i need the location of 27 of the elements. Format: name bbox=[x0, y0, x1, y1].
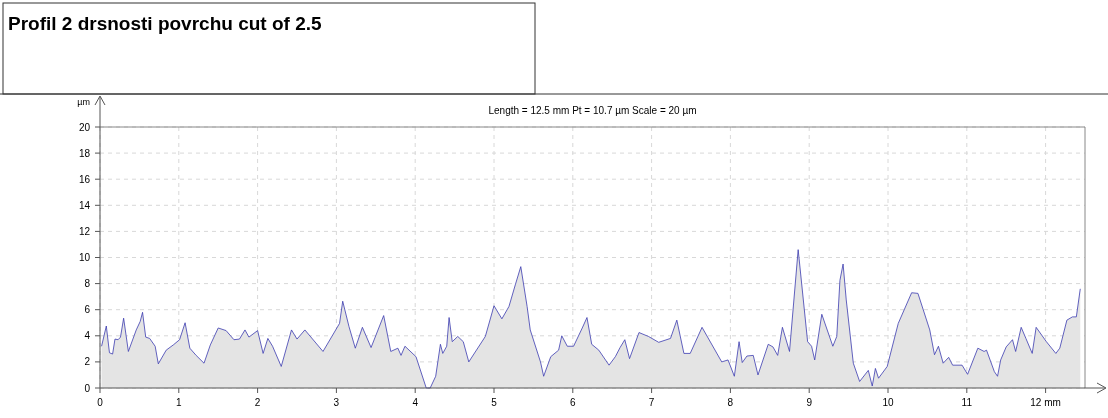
x-tick-label: 11 bbox=[961, 397, 973, 408]
x-tick-label: 12 mm bbox=[1030, 397, 1061, 408]
x-tick-label: 4 bbox=[412, 397, 419, 408]
x-tick-label: 8 bbox=[727, 397, 734, 408]
y-tick-label: 4 bbox=[84, 330, 91, 342]
y-tick-label: 0 bbox=[84, 382, 91, 394]
y-tick-label: 20 bbox=[78, 121, 91, 133]
x-tick-label: 3 bbox=[333, 397, 340, 408]
x-tick-label: 0 bbox=[97, 397, 104, 408]
x-tick-label: 10 bbox=[882, 397, 894, 408]
chart-title: Profil 2 drsnosti povrchu cut of 2.5 bbox=[8, 13, 322, 34]
chart-subtitle: Length = 12.5 mm Pt = 10.7 µm Scale = 20 µm bbox=[488, 105, 697, 116]
x-tick-label: 1 bbox=[176, 397, 183, 408]
y-tick-label: 14 bbox=[78, 199, 91, 211]
y-tick-label: 16 bbox=[78, 173, 91, 185]
y-tick-label: 10 bbox=[78, 252, 91, 263]
y-tick-label: 12 bbox=[78, 225, 91, 237]
y-tick-label: 18 bbox=[78, 147, 91, 159]
x-tick-label: 7 bbox=[648, 397, 655, 408]
x-tick-label: 2 bbox=[254, 397, 261, 408]
x-tick-label: 5 bbox=[491, 397, 498, 408]
x-tick-label: 6 bbox=[570, 397, 577, 408]
x-tick-label: 9 bbox=[806, 397, 813, 408]
y-tick-label: 6 bbox=[84, 304, 91, 316]
y-tick-label: 8 bbox=[84, 278, 91, 290]
y-tick-label: 2 bbox=[84, 356, 91, 368]
y-axis-title: µm bbox=[77, 97, 90, 107]
